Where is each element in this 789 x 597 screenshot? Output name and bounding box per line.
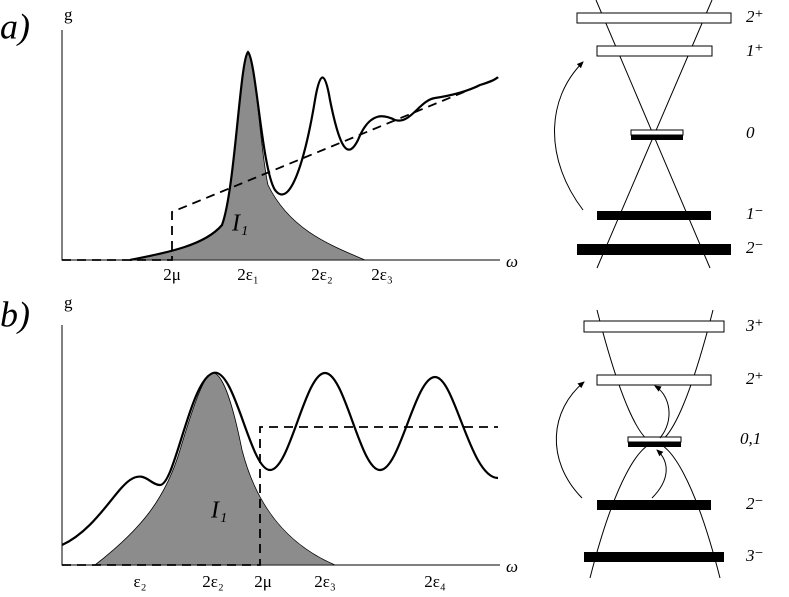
- level-label: 3⁺: [745, 316, 763, 335]
- level-full: [577, 244, 731, 255]
- level-label: 0,1: [740, 429, 761, 448]
- level-open: [627, 436, 682, 443]
- level-label: 0: [746, 123, 755, 142]
- area-label: I₁: [210, 498, 227, 524]
- y-axis-label: g: [64, 5, 73, 24]
- dashed-line: [62, 426, 498, 566]
- level-open: [596, 45, 713, 57]
- level-label: 2⁻: [746, 494, 763, 513]
- level-label: 2⁺: [746, 7, 763, 26]
- panel-a: a) g ω 2μ 2ε₁ 2ε₂ 2ε₃ I₁ 2⁺ 1⁺ 0 1⁻ 2⁻: [0, 0, 763, 284]
- arrow: [555, 381, 585, 499]
- dashed-line: [62, 77, 499, 261]
- shaded-area: [93, 372, 336, 566]
- area-label: I₁: [231, 211, 248, 237]
- arrow: [554, 61, 584, 211]
- curve: [61, 371, 499, 547]
- x-tick-label: ε₂: [133, 572, 146, 591]
- level-open: [583, 320, 725, 333]
- x-tick-label: 2ε₄: [424, 572, 446, 591]
- panel-b: b) g ω ε₂ 2ε₂ 2μ 2ε₃ 2ε₄ I₁ 3⁺ 2⁺ 0,1 2⁻…: [0, 293, 763, 591]
- level-label: 2⁻: [746, 238, 763, 257]
- level-label: 2⁺: [746, 369, 763, 388]
- level-full: [597, 500, 711, 510]
- x-tick-label: 2ε₃: [314, 572, 336, 591]
- level-label: 1⁻: [746, 204, 763, 223]
- panel-label: a): [0, 6, 30, 46]
- x-tick-label: 2μ: [254, 572, 272, 591]
- arrow: [654, 385, 670, 439]
- level-label: 3⁻: [745, 546, 763, 565]
- level-label: 1⁺: [746, 41, 763, 60]
- x-axis-label: ω: [506, 557, 518, 576]
- level-full: [597, 211, 711, 220]
- level-open: [596, 374, 712, 386]
- x-tick-label: 2μ: [163, 265, 181, 284]
- level-open: [630, 129, 684, 136]
- y-axis-label: g: [64, 293, 73, 312]
- level-open: [576, 12, 732, 24]
- x-tick-label: 2ε₂: [311, 265, 333, 284]
- level-full: [628, 442, 681, 447]
- x-tick-label: 2ε₃: [371, 265, 393, 284]
- panel-label: b): [0, 294, 30, 334]
- arrow: [651, 449, 667, 499]
- x-axis-label: ω: [506, 252, 518, 271]
- level-full: [584, 552, 724, 562]
- curve: [129, 50, 499, 262]
- x-tick-label: 2ε₁: [237, 265, 259, 284]
- level-full: [631, 135, 683, 140]
- x-tick-label: 2ε₂: [202, 572, 224, 591]
